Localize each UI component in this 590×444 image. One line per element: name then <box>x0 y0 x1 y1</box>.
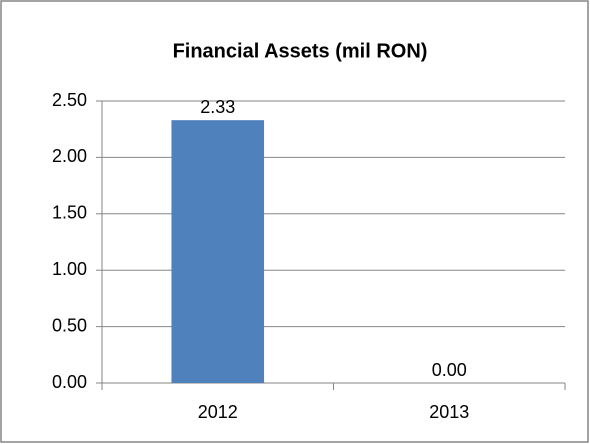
y-tick-label: 0.50 <box>52 315 87 335</box>
y-tick-label: 2.50 <box>52 90 87 110</box>
y-tick-label: 1.00 <box>52 259 87 279</box>
chart-title: Financial Assets (mil RON) <box>173 40 428 62</box>
x-tick-label: 2012 <box>198 402 238 422</box>
y-tick-label: 1.50 <box>52 203 87 223</box>
data-label: 2.33 <box>200 97 235 117</box>
x-tick-label: 2013 <box>429 402 469 422</box>
y-tick-label: 0.00 <box>52 372 87 392</box>
y-tick-label: 2.00 <box>52 146 87 166</box>
data-label: 0.00 <box>432 360 467 380</box>
bar <box>171 120 265 384</box>
